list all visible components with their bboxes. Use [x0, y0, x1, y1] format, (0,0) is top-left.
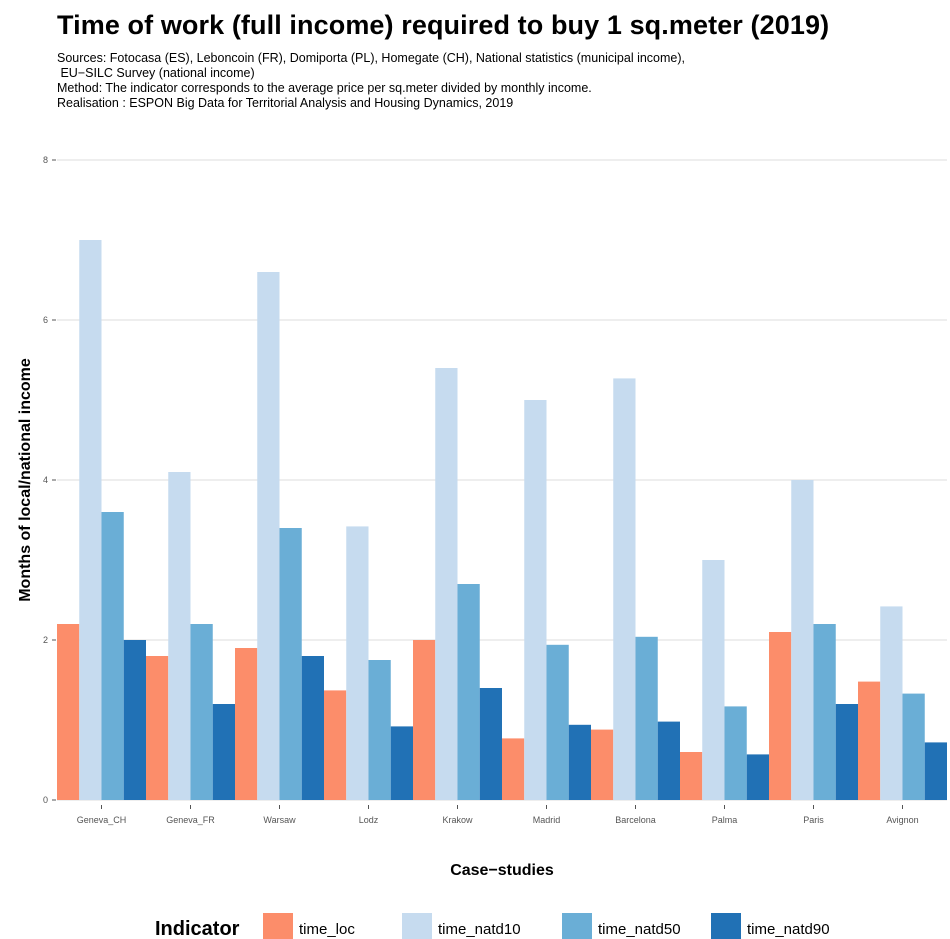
bar-time_natd10-Warsaw	[257, 272, 280, 800]
bar-time_natd50-Geneva_CH	[101, 512, 124, 800]
bar-time_natd90-Geneva_FR	[212, 704, 235, 800]
x-tick-label: Warsaw	[263, 815, 296, 825]
bar-time_loc-Lodz	[324, 690, 347, 800]
bar-time_natd10-Palma	[702, 560, 725, 800]
bar-time_natd50-Warsaw	[279, 528, 302, 800]
y-tick-label: 0	[43, 795, 48, 805]
bar-time_natd90-Barcelona	[657, 721, 680, 800]
legend-key-time_natd10	[402, 913, 432, 939]
bar-time_loc-Paris	[769, 632, 792, 800]
bar-time_natd50-Palma	[724, 706, 747, 800]
legend-key-time_natd50	[562, 913, 592, 939]
y-tick-label: 6	[43, 315, 48, 325]
bar-time_loc-Geneva_FR	[146, 656, 169, 800]
bar-time_natd50-Paris	[813, 624, 836, 800]
subtitle-line: EU−SILC Survey (national income)	[57, 66, 255, 80]
legend-key-time_natd90	[711, 913, 741, 939]
x-tick-label: Geneva_FR	[166, 815, 215, 825]
legend-label: time_loc	[299, 921, 355, 938]
bar-time_natd10-Paris	[791, 480, 814, 800]
subtitle-line: Sources: Fotocasa (ES), Leboncoin (FR), …	[57, 51, 685, 65]
y-tick-label: 2	[43, 635, 48, 645]
chart-subtitle: Sources: Fotocasa (ES), Leboncoin (FR), …	[57, 51, 685, 111]
y-axis-title: Months of local/national income	[17, 358, 34, 602]
bar-time_natd50-Madrid	[546, 644, 569, 800]
bar-time_natd50-Krakow	[457, 584, 480, 800]
bar-time_natd50-Geneva_FR	[190, 624, 213, 800]
bar-time_natd50-Barcelona	[635, 636, 658, 800]
bar-time_loc-Barcelona	[591, 729, 614, 800]
y-tick-label: 8	[43, 155, 48, 165]
x-axis-title: Case−studies	[450, 862, 554, 879]
bar-time_natd10-Madrid	[524, 400, 547, 800]
x-tick-label: Palma	[712, 815, 738, 825]
x-tick-label: Madrid	[533, 815, 561, 825]
bar-time_loc-Krakow	[413, 640, 436, 800]
chart-title: Time of work (full income) required to b…	[57, 10, 830, 40]
axis-layer: 0 2 4 6 8 Geneva_CH Geneva_FR Warsaw Lodz Krakow M…	[43, 155, 919, 825]
x-tick-label: Geneva_CH	[77, 815, 127, 825]
bars-layer	[57, 240, 947, 800]
subtitle-line: Method: The indicator corresponds to the…	[57, 81, 592, 95]
bar-time_natd10-Geneva_CH	[79, 240, 102, 800]
legend: Indicator time_loc time_natd10 time_natd50…	[155, 913, 830, 939]
bar-time_natd90-Palma	[746, 754, 769, 800]
x-tick-label: Paris	[803, 815, 824, 825]
bar-time_natd10-Geneva_FR	[168, 472, 191, 800]
legend-key-time_loc	[263, 913, 293, 939]
bar-time_loc-Warsaw	[235, 648, 258, 800]
bar-time_loc-Avignon	[858, 681, 881, 800]
x-tick-label: Barcelona	[615, 815, 656, 825]
bar-time_natd90-Paris	[835, 704, 858, 800]
bar-time_natd50-Avignon	[902, 693, 925, 800]
x-tick-label: Krakow	[442, 815, 473, 825]
bar-time_natd90-Warsaw	[301, 656, 324, 800]
bar-time_natd10-Barcelona	[613, 378, 636, 800]
legend-label: time_natd50	[598, 921, 681, 938]
bar-time_loc-Geneva_CH	[57, 624, 80, 800]
x-tick-label: Lodz	[359, 815, 379, 825]
bar-time_natd10-Avignon	[880, 606, 903, 800]
bar-time_natd90-Madrid	[568, 724, 591, 800]
bar-time_natd90-Lodz	[390, 726, 413, 800]
bar-time_loc-Palma	[680, 752, 703, 800]
bar-time_natd10-Lodz	[346, 526, 369, 800]
bar-time_natd10-Krakow	[435, 368, 458, 800]
y-tick-label: 4	[43, 475, 48, 485]
bar-time_natd90-Geneva_CH	[123, 640, 146, 800]
subtitle-line: Realisation : ESPON Big Data for Territo…	[57, 96, 514, 110]
bar-time_loc-Madrid	[502, 738, 525, 800]
legend-title: Indicator	[155, 918, 240, 939]
legend-label: time_natd10	[438, 921, 521, 938]
bar-time_natd90-Krakow	[479, 688, 502, 800]
x-tick-label: Avignon	[886, 815, 918, 825]
bar-time_natd90-Avignon	[924, 742, 947, 800]
bar-time_natd50-Lodz	[368, 660, 391, 800]
legend-label: time_natd90	[747, 921, 830, 938]
